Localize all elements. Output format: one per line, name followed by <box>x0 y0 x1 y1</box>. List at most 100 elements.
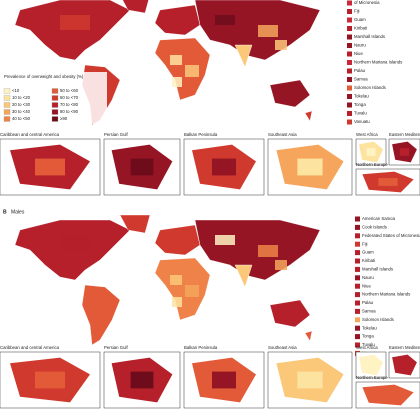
island-swatch <box>355 258 360 264</box>
legend-swatch <box>3 102 11 108</box>
inset-title: Southeast Asia <box>268 345 297 350</box>
inset-title: Persian Gulf <box>104 132 128 137</box>
panel-label: B <box>3 209 7 215</box>
inset-land <box>212 371 236 389</box>
island-name: Palau <box>362 300 374 305</box>
legend-label: 10 to <20 <box>12 95 31 100</box>
country-region <box>81 284 121 346</box>
legend-swatch <box>3 88 11 94</box>
country-region <box>275 260 287 270</box>
island-name: Fiji <box>362 241 368 246</box>
island-name: Samoa <box>354 77 368 82</box>
country-region <box>172 77 182 87</box>
island-swatch <box>347 9 352 14</box>
island-swatch <box>355 233 360 239</box>
inset-title: West Africa <box>356 345 378 350</box>
legend-label: 70 to <80 <box>60 102 79 107</box>
inset-title: Caribbean and central America <box>0 132 60 137</box>
island-swatch <box>347 68 352 74</box>
island-name: Tuvalu <box>362 342 375 347</box>
inset-land <box>399 148 410 156</box>
panel-title: Males <box>11 209 25 215</box>
island-name: American Samoa <box>362 216 396 221</box>
inset-land <box>378 391 398 399</box>
inset-title: Caribbean and central America <box>0 345 60 350</box>
country-region <box>170 275 182 285</box>
inset-title: Northern Europe <box>356 375 388 380</box>
country-region <box>170 55 182 65</box>
country-region <box>269 79 311 108</box>
island-swatch <box>355 317 360 323</box>
inset-land <box>297 158 323 176</box>
inset-title: Eastern Mediterranean <box>389 345 420 350</box>
legend-title: Prevalence of overweight and obesity (%) <box>4 74 84 79</box>
inset-title: Southeast Asia <box>268 132 297 137</box>
country-region <box>154 224 201 256</box>
inset-title: Northern Europe <box>356 162 388 167</box>
island-name: Niue <box>354 51 363 56</box>
legend-label: 40 to <50 <box>12 116 31 121</box>
island-swatch <box>347 119 352 125</box>
island-swatch <box>355 300 360 306</box>
country-region <box>154 37 211 101</box>
country-region <box>258 245 278 257</box>
island-swatch <box>347 26 352 31</box>
island-swatch <box>347 77 352 82</box>
island-name: Samoa <box>362 309 376 314</box>
island-name: Federated States of Micronesia <box>362 233 420 238</box>
inset-land <box>130 158 154 176</box>
country-region <box>234 44 253 68</box>
island-swatch <box>347 0 352 6</box>
country-region <box>258 25 278 37</box>
island-name: Tokelau <box>354 94 369 99</box>
island-name: Tokelau <box>362 325 377 330</box>
country-region <box>215 235 235 245</box>
inset-land <box>297 371 323 389</box>
country-region <box>194 0 321 61</box>
island-swatch <box>355 224 360 230</box>
island-name: Solomon Islands <box>362 317 394 322</box>
legend-label: ≥90 <box>60 116 68 121</box>
island-name: of Micronesia <box>354 0 380 5</box>
legend-swatch <box>3 116 11 122</box>
inset-title: Eastern Mediterranean <box>389 132 420 137</box>
country-region <box>172 297 182 307</box>
country-region <box>275 40 287 50</box>
island-name: Northern Mariana Islands <box>354 60 402 65</box>
world-map <box>14 214 321 346</box>
inset-title: Balkan Peninsula <box>184 345 218 350</box>
legend-swatch <box>51 88 59 94</box>
island-swatch <box>347 51 352 57</box>
island-swatch <box>347 94 352 99</box>
island-swatch <box>347 17 352 23</box>
island-swatch <box>355 342 360 348</box>
island-swatch <box>347 85 352 91</box>
island-name: Kiribati <box>362 258 375 263</box>
island-name: Nauru <box>354 43 366 48</box>
island-name: Vanuatu <box>354 119 370 124</box>
inset-land <box>212 158 236 176</box>
country-region <box>304 330 313 342</box>
inset-land <box>130 371 154 389</box>
legend-swatch <box>51 116 59 122</box>
island-name: Tonga <box>362 334 374 339</box>
country-region <box>60 15 90 30</box>
island-swatch <box>355 308 360 314</box>
legend-label: 20 to <30 <box>12 102 31 107</box>
inset-land <box>35 158 65 176</box>
country-region <box>215 15 235 25</box>
island-name: Fiji <box>354 9 360 14</box>
country-region <box>194 219 321 281</box>
country-region <box>185 285 199 297</box>
island-swatch <box>355 334 360 340</box>
country-region <box>269 299 311 328</box>
island-swatch <box>355 325 360 331</box>
island-swatch <box>355 216 360 222</box>
legend-swatch <box>51 109 59 115</box>
island-swatch <box>347 34 352 40</box>
island-swatch <box>355 283 360 289</box>
country-region <box>122 0 149 14</box>
island-swatch <box>355 292 360 298</box>
country-region <box>154 257 211 321</box>
